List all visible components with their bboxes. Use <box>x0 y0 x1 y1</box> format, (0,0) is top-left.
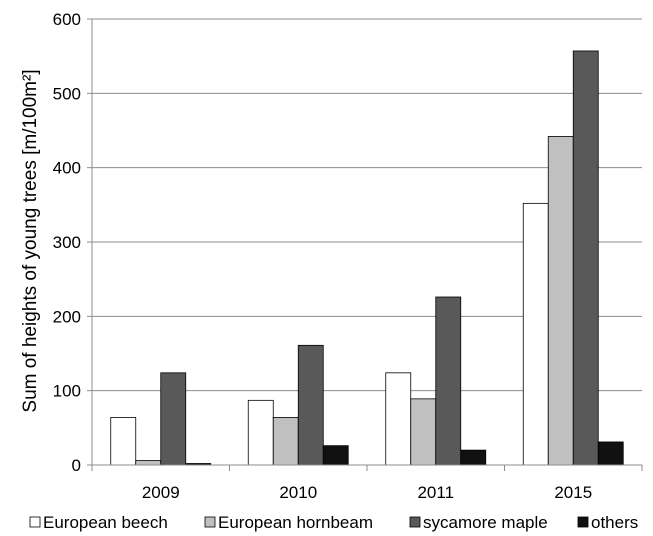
bar-sycamore-maple-2010 <box>297 344 324 466</box>
y-tick-labels: 0 100 200 300 400 500 600 <box>53 10 81 475</box>
legend-item-others: others <box>577 513 638 532</box>
legend: European beech European hornbeam sycamore … <box>29 513 638 532</box>
legend-item-european-hornbeam: European hornbeam <box>204 513 373 532</box>
y-tick-label-200: 200 <box>53 307 81 326</box>
bar-others-2015 <box>597 441 624 466</box>
bars <box>110 50 624 466</box>
y-tick-label-500: 500 <box>53 84 81 103</box>
x-tick-label-2010: 2010 <box>279 483 317 502</box>
legend-swatch <box>29 516 41 528</box>
bar-sycamore-maple-2009 <box>160 372 187 466</box>
bar-european-beech-2010 <box>247 399 274 466</box>
y-tick-label-100: 100 <box>53 382 81 401</box>
bar-european-hornbeam-2015 <box>547 136 574 466</box>
x-tick-label-2011: 2011 <box>417 483 454 502</box>
bar-european-beech-2015 <box>522 202 549 466</box>
y-tick-label-300: 300 <box>53 233 81 252</box>
bar-others-2010 <box>322 445 349 466</box>
bar-european-hornbeam-2011 <box>410 398 437 466</box>
legend-label: European hornbeam <box>218 513 373 532</box>
x-tick-label-2015: 2015 <box>554 483 592 502</box>
legend-label: sycamore maple <box>423 513 548 532</box>
axes <box>87 18 643 471</box>
legend-swatch <box>577 516 589 528</box>
legend-item-european-beech: European beech <box>29 513 168 532</box>
legend-swatch <box>409 516 421 528</box>
legend-item-sycamore-maple: sycamore maple <box>409 513 548 532</box>
legend-swatch <box>204 516 216 528</box>
y-tick-label-600: 600 <box>53 10 81 29</box>
x-tick-label-2009: 2009 <box>142 483 180 502</box>
y-axis-title: Sum of heights of young trees [m/100m²] <box>20 69 41 412</box>
bar-european-beech-2009 <box>110 417 137 466</box>
bar-european-hornbeam-2009 <box>135 460 162 466</box>
y-tick-label-400: 400 <box>53 159 81 178</box>
bar-european-hornbeam-2010 <box>272 417 299 466</box>
bar-sycamore-maple-2011 <box>435 296 462 466</box>
bar-sycamore-maple-2015 <box>572 50 599 466</box>
y-tick-label-0: 0 <box>72 456 81 475</box>
bar-others-2011 <box>460 449 487 466</box>
legend-label: European beech <box>43 513 168 532</box>
bar-european-beech-2011 <box>385 372 412 466</box>
x-tick-labels: 2009 2010 2011 2015 <box>142 483 592 502</box>
legend-label: others <box>591 513 638 532</box>
